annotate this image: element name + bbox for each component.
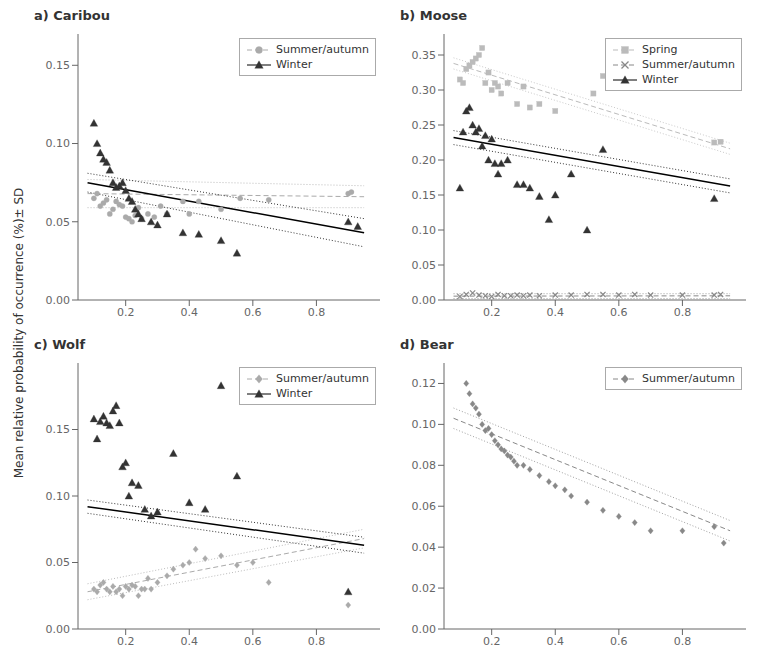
svg-text:0.2: 0.2 bbox=[483, 306, 501, 319]
svg-text:0.6: 0.6 bbox=[610, 635, 628, 648]
html-text:Winter: Winter bbox=[275, 58, 313, 71]
html-text:b) Moose: b) Moose bbox=[400, 8, 468, 23]
html-text:d) Bear: d) Bear bbox=[400, 337, 454, 352]
svg-text:0.00: 0.00 bbox=[46, 623, 71, 636]
svg-text:0.04: 0.04 bbox=[412, 541, 437, 554]
svg-text:0.15: 0.15 bbox=[46, 423, 71, 436]
html-text:Summer/autumn: Summer/autumn bbox=[275, 372, 369, 385]
svg-text:0.8: 0.8 bbox=[308, 306, 326, 319]
html-text:Summer/autumn: Summer/autumn bbox=[641, 58, 735, 71]
html-text:c) Wolf: c) Wolf bbox=[34, 337, 86, 352]
svg-text:0.4: 0.4 bbox=[181, 306, 199, 319]
svg-text:0.30: 0.30 bbox=[412, 84, 437, 97]
svg-text:0.10: 0.10 bbox=[412, 224, 437, 237]
svg-text:0.35: 0.35 bbox=[412, 49, 437, 62]
svg-text:0.02: 0.02 bbox=[412, 582, 437, 595]
svg-text:0.6: 0.6 bbox=[610, 306, 628, 319]
svg-text:0.00: 0.00 bbox=[412, 294, 437, 307]
svg-text:0.00: 0.00 bbox=[46, 294, 71, 307]
svg-text:0.12: 0.12 bbox=[412, 377, 437, 390]
svg-text:0.08: 0.08 bbox=[412, 459, 437, 472]
svg-text:0.05: 0.05 bbox=[412, 259, 437, 272]
svg-text:0.6: 0.6 bbox=[244, 635, 262, 648]
svg-text:0.05: 0.05 bbox=[46, 216, 71, 229]
svg-text:0.2: 0.2 bbox=[117, 635, 134, 648]
html-text:Mean relative probability of o: Mean relative probability of occurrence … bbox=[12, 187, 26, 479]
svg-text:0.4: 0.4 bbox=[547, 306, 565, 319]
svg-text:0.8: 0.8 bbox=[674, 306, 692, 319]
svg-text:0.6: 0.6 bbox=[244, 306, 262, 319]
svg-text:0.25: 0.25 bbox=[412, 119, 437, 132]
svg-text:0.20: 0.20 bbox=[412, 154, 437, 167]
html-text:Winter: Winter bbox=[641, 73, 679, 86]
svg-text:0.10: 0.10 bbox=[412, 418, 437, 431]
svg-text:0.15: 0.15 bbox=[412, 189, 437, 202]
svg-text:0.05: 0.05 bbox=[46, 556, 71, 569]
svg-text:0.15: 0.15 bbox=[46, 59, 71, 72]
html-text:Spring: Spring bbox=[641, 43, 678, 56]
svg-text:0.00: 0.00 bbox=[412, 623, 437, 636]
svg-text:0.8: 0.8 bbox=[308, 635, 326, 648]
svg-text:0.10: 0.10 bbox=[46, 490, 71, 503]
svg-text:0.2: 0.2 bbox=[117, 306, 134, 319]
html-text:Summer/autumn: Summer/autumn bbox=[641, 372, 735, 385]
html-text:Summer/autumn: Summer/autumn bbox=[275, 43, 369, 56]
html-text:a) Caribou: a) Caribou bbox=[34, 8, 110, 23]
svg-text:0.06: 0.06 bbox=[412, 500, 437, 513]
svg-text:0.8: 0.8 bbox=[674, 635, 692, 648]
svg-text:0.4: 0.4 bbox=[547, 635, 565, 648]
svg-text:0.4: 0.4 bbox=[181, 635, 199, 648]
svg-text:0.10: 0.10 bbox=[46, 137, 71, 150]
svg-text:0.2: 0.2 bbox=[483, 635, 501, 648]
html-text:Winter: Winter bbox=[275, 387, 313, 400]
